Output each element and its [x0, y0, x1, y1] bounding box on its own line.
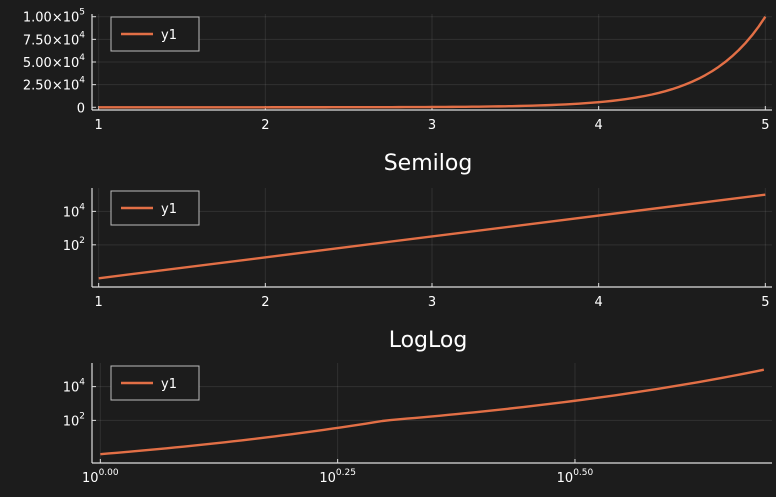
x-tick-label: 4 — [595, 295, 603, 310]
x-tick-label: 2 — [261, 295, 269, 310]
y-tick-label: 104 — [63, 202, 86, 220]
x-tick-label: 4 — [595, 118, 603, 133]
legend-label: y1 — [161, 202, 177, 217]
chart-title: Semilog — [384, 151, 473, 176]
legend-label: y1 — [161, 377, 177, 392]
y-tick-label: 1.00×105 — [23, 8, 85, 26]
x-tick-label: 100.25 — [319, 468, 356, 486]
y-tick-label: 2.50×104 — [23, 76, 85, 94]
series-line-y1 — [98, 16, 767, 109]
legend: y1 — [110, 365, 200, 401]
legend: y1 — [110, 190, 200, 226]
series-line-y1 — [98, 193, 766, 280]
y-tick-label: 0 — [77, 101, 85, 116]
y-tick-label: 102 — [63, 236, 85, 254]
y-tick-label: 7.50×104 — [23, 30, 85, 48]
chart-panel-2: Semilog 1 2 3 4 5 102 104 y1 — [63, 151, 772, 310]
x-tick-label: 5 — [761, 118, 769, 133]
x-tick-label: 2 — [261, 118, 269, 133]
x-tick-label: 100.00 — [82, 468, 119, 486]
x-tick-label: 3 — [428, 118, 436, 133]
y-tick-label: 104 — [63, 378, 86, 396]
x-tick-label: 1 — [95, 295, 103, 310]
x-tick-label: 5 — [761, 295, 769, 310]
series-line-y1 — [100, 368, 765, 456]
x-tick-label: 3 — [428, 295, 436, 310]
chart-title: LogLog — [389, 328, 468, 353]
y-tick-label: 102 — [63, 411, 85, 429]
x-tick-label: 100.50 — [557, 468, 594, 486]
chart-panel-3: LogLog 100.00 100.25 100.50 102 104 y1 — [63, 328, 772, 486]
legend: y1 — [110, 16, 200, 52]
y-tick-label: 5.00×104 — [23, 53, 85, 71]
legend-label: y1 — [161, 28, 177, 43]
x-tick-label: 1 — [95, 118, 103, 133]
chart-panel-1: 1 2 3 4 5 0 2.50×104 5.00×104 7.50×104 1.00×105 y1 — [23, 8, 772, 133]
